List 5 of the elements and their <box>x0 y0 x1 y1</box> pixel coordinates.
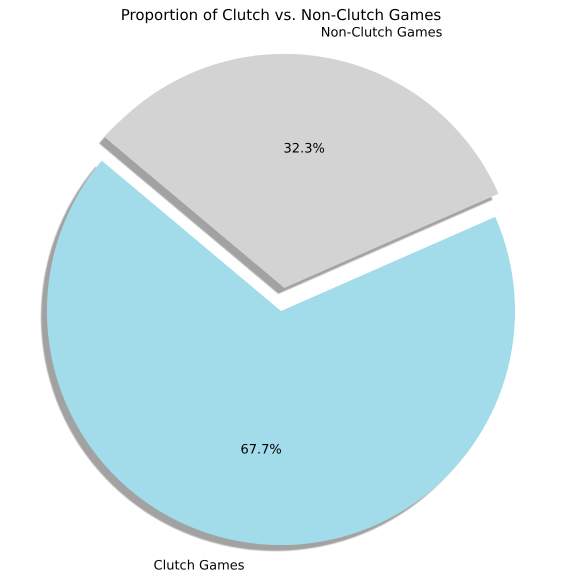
slice-label: Non-Clutch Games <box>320 26 443 41</box>
data-label: 67.7% <box>240 442 282 458</box>
slice-label: Clutch Games <box>154 558 245 574</box>
chart-title: Proportion of Clutch vs. Non-Clutch Games <box>120 6 442 24</box>
data-label: 32.3% <box>284 141 325 156</box>
